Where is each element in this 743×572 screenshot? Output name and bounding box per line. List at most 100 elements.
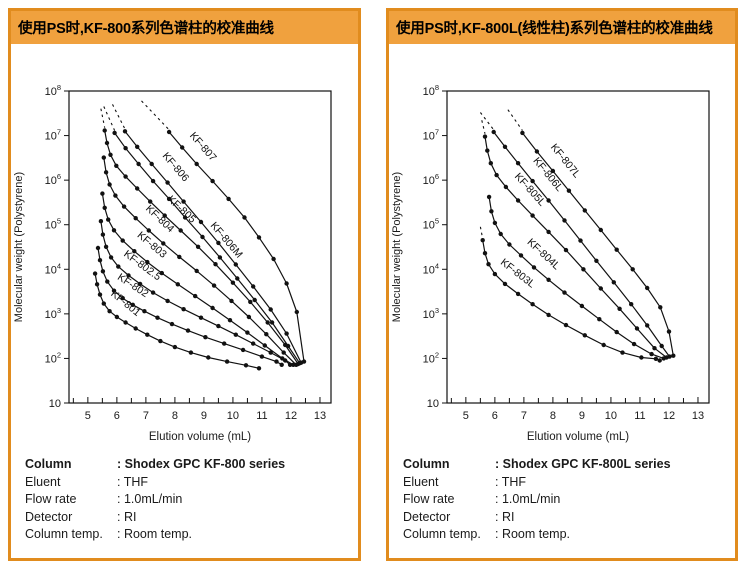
data-point-KF-802.5	[165, 298, 170, 304]
data-point-KF-806L	[562, 218, 567, 223]
y-tick-label: 106	[423, 172, 439, 187]
data-point-KF-803L	[515, 291, 521, 297]
x-tick-label: 6	[114, 410, 120, 422]
curve-dash-extension-KF-805L	[481, 120, 486, 134]
data-point-KF-806	[284, 331, 289, 336]
info-label: Flow rate	[25, 492, 77, 506]
curve-KF-807L	[521, 132, 674, 356]
info-row: Column : Shodex GPC KF-800L series	[403, 456, 735, 474]
y-tick-label: 10	[49, 398, 61, 410]
data-point-KF-801	[206, 355, 211, 360]
info-value: : RI	[117, 509, 137, 524]
y-tick-label: 104	[423, 261, 439, 276]
curve-dash-extension-KF-806	[112, 104, 126, 130]
data-point-KF-804	[177, 254, 182, 260]
info-label: Column temp.	[403, 527, 481, 541]
y-axis-title: Molecular weight (Polystyrene)	[391, 172, 403, 322]
info-label: Column	[25, 457, 72, 471]
data-point-KF-801	[256, 366, 262, 371]
data-point-KF-802	[105, 279, 110, 284]
data-point-KF-805L	[494, 172, 499, 178]
data-point-KF-805	[104, 140, 110, 146]
x-tick-label: 9	[201, 410, 207, 422]
data-point-KF-803	[132, 249, 137, 254]
data-point-KF-804	[113, 193, 118, 198]
data-point-KF-804	[264, 332, 269, 337]
data-point-KF-807L	[630, 267, 635, 272]
data-point-KF-801	[97, 292, 103, 297]
data-point-KF-802	[185, 328, 191, 333]
data-point-KF-805L	[488, 161, 493, 166]
info-row: Eluent : THF	[25, 474, 358, 492]
data-point-KF-802.5	[100, 232, 106, 237]
data-point-KF-802	[240, 347, 246, 353]
info-label: Column	[403, 457, 450, 471]
curve-KF-803	[101, 193, 294, 366]
data-point-KF-804	[246, 314, 252, 320]
data-point-KF-807	[271, 256, 276, 262]
data-point-KF-801	[158, 338, 163, 344]
x-tick-label: 6	[492, 410, 498, 422]
data-point-KF-804L	[492, 220, 498, 226]
data-point-KF-801	[243, 363, 249, 368]
data-point-KF-806	[251, 284, 256, 289]
data-point-KF-805	[265, 320, 270, 325]
data-point-KF-804	[121, 204, 127, 209]
data-point-KF-803L	[601, 342, 606, 348]
data-point-KF-806	[216, 240, 221, 246]
data-point-KF-806	[122, 129, 128, 134]
curve-KF-806	[124, 130, 302, 363]
data-point-KF-806M	[123, 146, 128, 151]
info-row: Flow rate : 1.0mL/min	[403, 491, 735, 509]
info-value: : RI	[495, 509, 515, 524]
data-point-KF-803L	[502, 281, 508, 287]
data-point-KF-806L	[491, 129, 496, 135]
data-point-KF-805	[162, 213, 167, 218]
curve-KF-805	[104, 130, 299, 365]
data-point-KF-807L	[534, 149, 540, 154]
info-label: Detector	[25, 509, 73, 524]
data-point-KF-807L	[614, 247, 619, 252]
data-point-KF-804	[146, 228, 151, 233]
data-point-KF-804	[103, 170, 109, 175]
data-point-KF-805L	[482, 134, 488, 139]
data-point-KF-807	[194, 161, 199, 167]
data-point-KF-801	[107, 309, 112, 314]
data-point-KF-805L	[634, 326, 640, 331]
curve-KF-806L	[493, 131, 670, 357]
data-point-KF-806L	[645, 323, 650, 328]
y-tick-label: 103	[423, 306, 439, 321]
info-value: : Shodex GPC KF-800 series	[117, 457, 286, 471]
data-point-KF-804L	[649, 351, 654, 357]
data-point-KF-807	[284, 281, 289, 286]
curve-dash-extension-KF-803L	[479, 226, 484, 240]
y-tick-label: 108	[423, 83, 439, 98]
data-point-KF-805	[248, 299, 253, 305]
data-point-KF-802.5	[137, 281, 143, 287]
data-point-KF-803L	[582, 333, 587, 338]
curve-dash-extension-KF-806M	[103, 106, 116, 131]
data-point-KF-804L	[579, 303, 585, 309]
data-point-KF-807	[294, 309, 299, 315]
data-point-KF-807	[166, 129, 172, 135]
data-point-KF-803L	[563, 322, 569, 328]
data-point-KF-803L	[530, 302, 535, 307]
data-point-KF-805L	[563, 247, 569, 253]
data-point-KF-801	[172, 344, 178, 350]
data-point-KF-802	[203, 335, 208, 340]
data-point-KF-802.5	[251, 341, 256, 346]
data-point-KF-802	[97, 258, 103, 263]
data-point-KF-806M	[112, 130, 117, 136]
data-point-KF-804L	[531, 265, 537, 270]
data-point-KF-806	[135, 144, 140, 149]
data-point-KF-806M	[252, 297, 257, 303]
y-tick-label: 107	[423, 128, 439, 143]
curve-label-KF-804L: KF-804L	[525, 236, 563, 272]
data-point-KF-802	[120, 296, 125, 301]
data-point-KF-802	[222, 341, 227, 346]
data-point-KF-801	[123, 320, 128, 325]
data-point-KF-806L	[667, 354, 672, 359]
info-label: Eluent	[25, 474, 61, 489]
data-point-KF-803	[159, 270, 164, 276]
data-point-KF-807	[210, 178, 215, 184]
